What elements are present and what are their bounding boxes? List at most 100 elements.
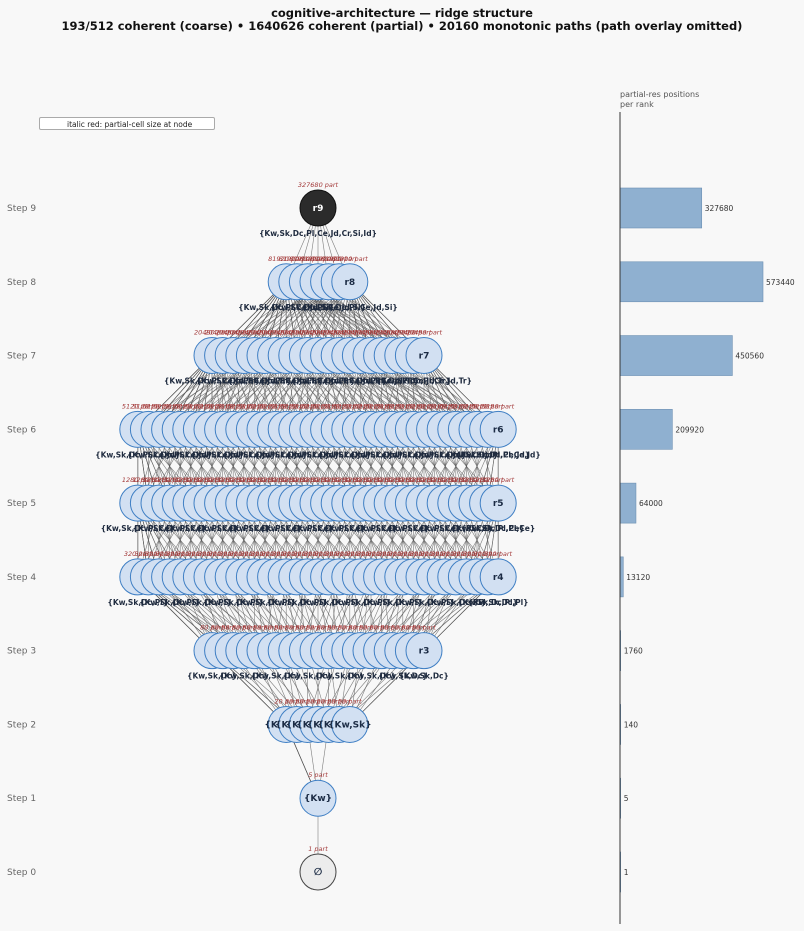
node-set-label: {Kw,Sk,Dc,Pl,Ce,Jd,Tr} [355,377,451,386]
partial-cell-label: 320 part [304,550,332,558]
partial-cell-label: 320 part [198,550,226,558]
partial-cell-label: 81920 part [268,255,305,263]
partial-cell-label: 81920 part [300,255,337,263]
partial-cell-label: 80 part [338,624,362,632]
partial-cell-label: 5120 part [355,402,387,410]
step-label: Step 0 [7,868,36,878]
step-label: Step 6 [7,425,36,435]
partial-cell-label: 1280 part [207,476,239,484]
node-set-label: {Kw,Sk,Dc,Pl} [425,598,486,607]
partial-cell-label: 1280 part [122,476,154,484]
node-set-label: {Kw,Sk,Dc,Pl,Ce,Jd,Tr} [323,377,419,386]
partial-cell-label: 320 part [463,550,491,558]
partial-cell-label: 81920 part [279,255,316,263]
bar-value-label: 1760 [624,647,643,656]
partial-cell-label: 1280 part [461,476,493,484]
node-label: r3 [419,647,430,657]
partial-cell-label: 5120 part [323,402,355,410]
node-set-label: {Kw,Sk,Dc,Pl} [107,598,168,607]
node-set-label: {Kw,Sk,Dc} [219,672,269,681]
partial-cell-label: 20 part [274,697,298,705]
partial-cell-label: 80 part [317,624,341,632]
lattice-node[interactable] [299,853,337,891]
partial-cell-label: 80 part [274,624,298,632]
partial-cell-label: 1280 part [228,476,260,484]
partial-cell-label: 320 part [209,550,237,558]
partial-cell-label: 20480 part [395,329,432,337]
partial-cell-label: 20480 part [385,329,422,337]
partial-cell-label: 1280 part [281,476,313,484]
partial-cell-label: 80 part [349,624,373,632]
lattice-node[interactable] [405,632,443,670]
step-label: Step 3 [7,647,36,657]
partial-cell-label: 5120 part [143,402,175,410]
partial-cell-label: 320 part [251,550,279,558]
partial-cell-label: 1280 part [217,476,249,484]
node-set-label: {Kw,Sk,Dc,Pl,Ce,Jd} [286,450,371,459]
node-label: ∅ [314,867,323,878]
partial-cell-label: 5120 part [185,402,217,410]
lattice-node[interactable] [331,705,369,743]
node-set-label: {Kw,Sk,Dc,Pl,Ce} [387,524,461,533]
partial-cell-label: 80 part [359,624,383,632]
node-set-label: {Kw,Sk,Dc,Pl,Ce,Jd} [318,450,403,459]
node-set-label: {Kw,Sk,Dc,Pl} [203,598,264,607]
node-set-label: {Kw,Sk,Dc,Pl,Ce,Jd,Cr,Si,Id} [259,229,377,238]
partial-cell-label: 320 part [293,550,321,558]
node-set-label: {Kw,Sk,Dc,Pl} [394,598,455,607]
lattice-node[interactable] [479,410,517,448]
partial-cell-label: 20480 part [205,329,242,337]
partial-cell-label: 80 part [412,624,436,632]
node-label: r4 [493,573,504,583]
partial-cell-label: 1 part [308,845,328,853]
partial-cell-label: 80 part [391,624,415,632]
step-label: Step 8 [7,278,36,288]
node-set-label: {Kw,Sk,Dc,Pl} [171,598,232,607]
partial-cell-label: 20480 part [353,329,390,337]
node-set-label: {Kw,Sk,Dc,Pl,Ce,Jd} [381,450,466,459]
partial-cell-label: 320 part [357,550,385,558]
partial-cell-label: 5120 part [154,402,186,410]
lattice-node[interactable] [405,337,443,375]
chart-subtitle: 193/512 coherent (coarse) • 1640626 cohe… [61,19,743,33]
node-set-label: {Kw,Sk,Dc,Pl,Ce,Jd,Si} [238,303,334,312]
partial-cell-label: 1280 part [366,476,398,484]
partial-cell-label: 5120 part [376,402,408,410]
partial-cell-label: 320 part [368,550,396,558]
node-set-label: {Kw,Sk,Dc,Pl,Ce} [101,524,175,533]
node-set-label: {Kw,Sk,Dc,Pl,Ce,Jd,Tr} [196,377,292,386]
partial-cell-label: 320 part [177,550,205,558]
node-set-label: {Kw,Sk,Dc} [251,672,301,681]
partial-cell-label: 5120 part [302,402,334,410]
lattice-node[interactable] [479,558,517,596]
partial-cell-label: 5120 part [334,402,366,410]
partial-cell-label: 1280 part [270,476,302,484]
partial-cell-label: 20480 part [226,329,263,337]
side-panel-title-line2: per rank [620,100,654,109]
partial-cell-label: 5120 part [472,402,504,410]
partial-cell-label: 5120 part [397,402,429,410]
partial-cell-label: 1280 part [334,476,366,484]
partial-cell-label: 81920 part [332,255,369,263]
node-set-label: {Kw,Sk,Dc} [314,672,364,681]
partial-cell-label: 1280 part [429,476,461,484]
partial-cell-label: 320 part [336,550,364,558]
partial-cell-label: 5120 part [260,402,292,410]
lattice-node[interactable] [299,779,337,817]
partial-cell-label: 20 part [317,697,341,705]
lattice-node[interactable] [331,263,369,301]
partial-cell-label: 81920 part [321,255,358,263]
partial-cell-label: 20480 part [247,329,284,337]
partial-cell-label: 80 part [200,624,224,632]
node-label: {Kw} [304,794,332,804]
partial-cell-label: 320 part [442,550,470,558]
lattice-node[interactable] [479,484,517,522]
node-label: r8 [344,278,355,288]
partial-cell-label: 1280 part [344,476,376,484]
partial-cell-label: 20 part [327,697,351,705]
partial-cell-label: 20480 part [279,329,316,337]
lattice-node[interactable] [299,189,337,227]
bar-9 [619,187,703,229]
partial-cell-label: 1280 part [132,476,164,484]
partial-cell-label: 5120 part [344,402,376,410]
